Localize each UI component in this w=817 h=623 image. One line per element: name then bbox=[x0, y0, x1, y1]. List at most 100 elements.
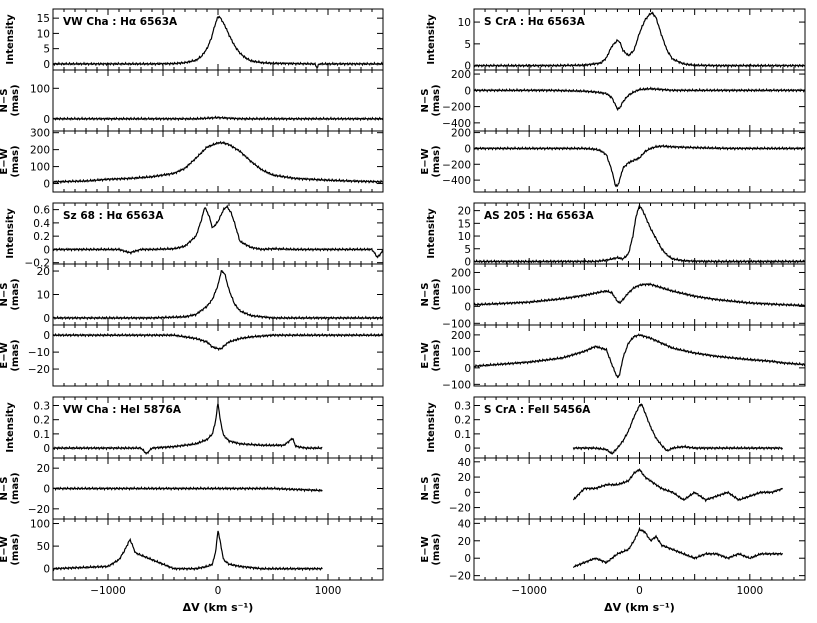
y-tick-label: −100 bbox=[442, 379, 471, 391]
y-tick-label: 0.4 bbox=[33, 218, 50, 230]
y-tick-label: 200 bbox=[30, 145, 50, 157]
x-axis-label-left: ΔV (km s⁻¹) bbox=[183, 601, 254, 614]
panel-0-1: 0 100 N−S (mas) bbox=[0, 69, 384, 132]
x-tick-label: 0 bbox=[215, 585, 222, 597]
y-tick-label: 0 bbox=[464, 301, 471, 313]
y-tick-label: 0.2 bbox=[33, 231, 50, 243]
y-axis-label: (mas) bbox=[10, 472, 21, 504]
data-line bbox=[52, 403, 323, 456]
data-line bbox=[572, 526, 784, 569]
panel-2-1: 0 10 20 N−S (mas) bbox=[0, 263, 384, 326]
panel-1-2: −400 −200 0 200 E−W (mas) bbox=[420, 128, 806, 193]
y-tick-label: −20 bbox=[28, 364, 50, 376]
y-tick-label: 0 bbox=[464, 443, 471, 455]
y-axis-label: Intensity bbox=[426, 14, 437, 65]
y-tick-label: 10 bbox=[37, 290, 50, 302]
y-axis-label: N−S bbox=[0, 283, 10, 307]
y-tick-label: 10 bbox=[458, 17, 471, 29]
data-line bbox=[52, 485, 323, 493]
y-axis-label: E−W bbox=[420, 536, 431, 562]
y-tick-label: 20 bbox=[37, 463, 50, 475]
panel-frame bbox=[52, 69, 384, 132]
y-tick-label: −200 bbox=[442, 159, 471, 171]
y-axis-label: (mas) bbox=[431, 278, 442, 310]
data-line bbox=[473, 144, 806, 188]
y-tick-label: 0.1 bbox=[454, 429, 471, 441]
y-tick-label: 0 bbox=[464, 487, 471, 499]
y-tick-label: 0 bbox=[43, 443, 50, 455]
y-axis-label: N−S bbox=[420, 89, 431, 113]
panel-title: S CrA : Hα 6563A bbox=[484, 16, 586, 28]
panel-title: VW Cha : HeI 5876A bbox=[63, 404, 182, 416]
y-axis-label: Intensity bbox=[426, 208, 437, 259]
y-tick-label: 20 bbox=[458, 536, 471, 548]
y-tick-label: 0 bbox=[464, 61, 471, 73]
panel-2-2: −20 −10 0 E−W (mas) bbox=[0, 324, 384, 387]
panel-frame bbox=[52, 324, 384, 387]
y-tick-label: 20 bbox=[37, 266, 50, 278]
data-line bbox=[52, 15, 384, 69]
x-axis-label-right: ΔV (km s⁻¹) bbox=[604, 601, 675, 614]
panel-frame bbox=[52, 518, 384, 581]
y-tick-label: −400 bbox=[442, 175, 471, 187]
panel-frame bbox=[473, 69, 806, 132]
panel-5-2: −20 0 20 40 E−W (mas) −1000 0 1000 bbox=[420, 518, 806, 597]
data-line bbox=[572, 468, 783, 503]
panel-frame bbox=[473, 130, 806, 193]
data-line bbox=[473, 282, 806, 308]
y-axis-label: N−S bbox=[420, 283, 431, 307]
y-tick-label: 0 bbox=[43, 564, 50, 576]
x-tick-label: −1000 bbox=[90, 585, 126, 597]
y-tick-label: 0 bbox=[43, 313, 50, 325]
y-axis-label: E−W bbox=[0, 342, 10, 368]
y-axis-label: (mas) bbox=[10, 533, 21, 565]
y-axis-label: (mas) bbox=[431, 533, 442, 565]
y-tick-label: 0.1 bbox=[33, 429, 50, 441]
y-tick-label: 5 bbox=[43, 44, 50, 56]
panel-frame bbox=[473, 324, 806, 387]
y-tick-label: 200 bbox=[451, 128, 471, 140]
y-tick-label: −200 bbox=[442, 102, 471, 114]
y-tick-label: 100 bbox=[30, 162, 50, 174]
x-tick-label: 1000 bbox=[315, 585, 342, 597]
y-tick-label: 0.6 bbox=[33, 205, 50, 217]
panel-0-2: 0 100 200 300 E−W (mas) bbox=[0, 128, 384, 193]
y-tick-label: 40 bbox=[458, 457, 471, 469]
data-line bbox=[473, 333, 806, 379]
chart-2: −0.2 0 0.20.40.6 Intensity Sz 68 : Hα 6563A 0… bbox=[0, 202, 384, 387]
y-tick-label: 0.2 bbox=[33, 415, 50, 427]
y-axis-label: Intensity bbox=[5, 402, 16, 453]
y-tick-label: −20 bbox=[28, 504, 50, 516]
panel-4-2: 0 50 100 E−W (mas) −1000 0 1000 bbox=[0, 518, 384, 597]
y-axis-label: E−W bbox=[0, 148, 10, 174]
data-line bbox=[473, 86, 806, 112]
y-tick-label: −10 bbox=[28, 347, 50, 359]
data-line bbox=[572, 403, 784, 455]
y-axis-label: (mas) bbox=[431, 472, 442, 504]
chart-5: 0 0.1 0.2 0.3 Intensity S CrA : FeII 5456A −20… bbox=[420, 396, 806, 597]
x-tick-label: 0 bbox=[636, 585, 643, 597]
y-tick-label: 20 bbox=[458, 472, 471, 484]
panel-1-0: 0 5 10 Intensity S CrA : Hα 6563A bbox=[426, 8, 806, 73]
panel-title: S CrA : FeII 5456A bbox=[484, 404, 591, 416]
data-line bbox=[52, 204, 384, 259]
y-tick-label: −20 bbox=[449, 571, 471, 583]
y-axis-label: (mas) bbox=[10, 145, 21, 177]
y-axis-label: N−S bbox=[420, 477, 431, 501]
y-tick-label: 0.2 bbox=[454, 415, 471, 427]
y-tick-label: 0 bbox=[43, 330, 50, 342]
y-tick-label: −0.2 bbox=[25, 258, 51, 270]
panel-3-2: −100 0 100 200 E−W (mas) bbox=[420, 324, 806, 391]
y-tick-label: −20 bbox=[449, 503, 471, 515]
y-tick-label: 15 bbox=[37, 13, 50, 25]
y-tick-label: −400 bbox=[442, 118, 471, 130]
y-axis-label: Intensity bbox=[5, 208, 16, 259]
panel-title: Sz 68 : Hα 6563A bbox=[63, 210, 164, 222]
x-tick-label: −1000 bbox=[511, 585, 547, 597]
x-tick-label: 1000 bbox=[736, 585, 763, 597]
panel-1-1: −400 −200 0 200 N−S (mas) bbox=[420, 69, 806, 132]
panel-title: VW Cha : Hα 6563A bbox=[63, 16, 178, 28]
y-tick-label: 5 bbox=[464, 244, 471, 256]
